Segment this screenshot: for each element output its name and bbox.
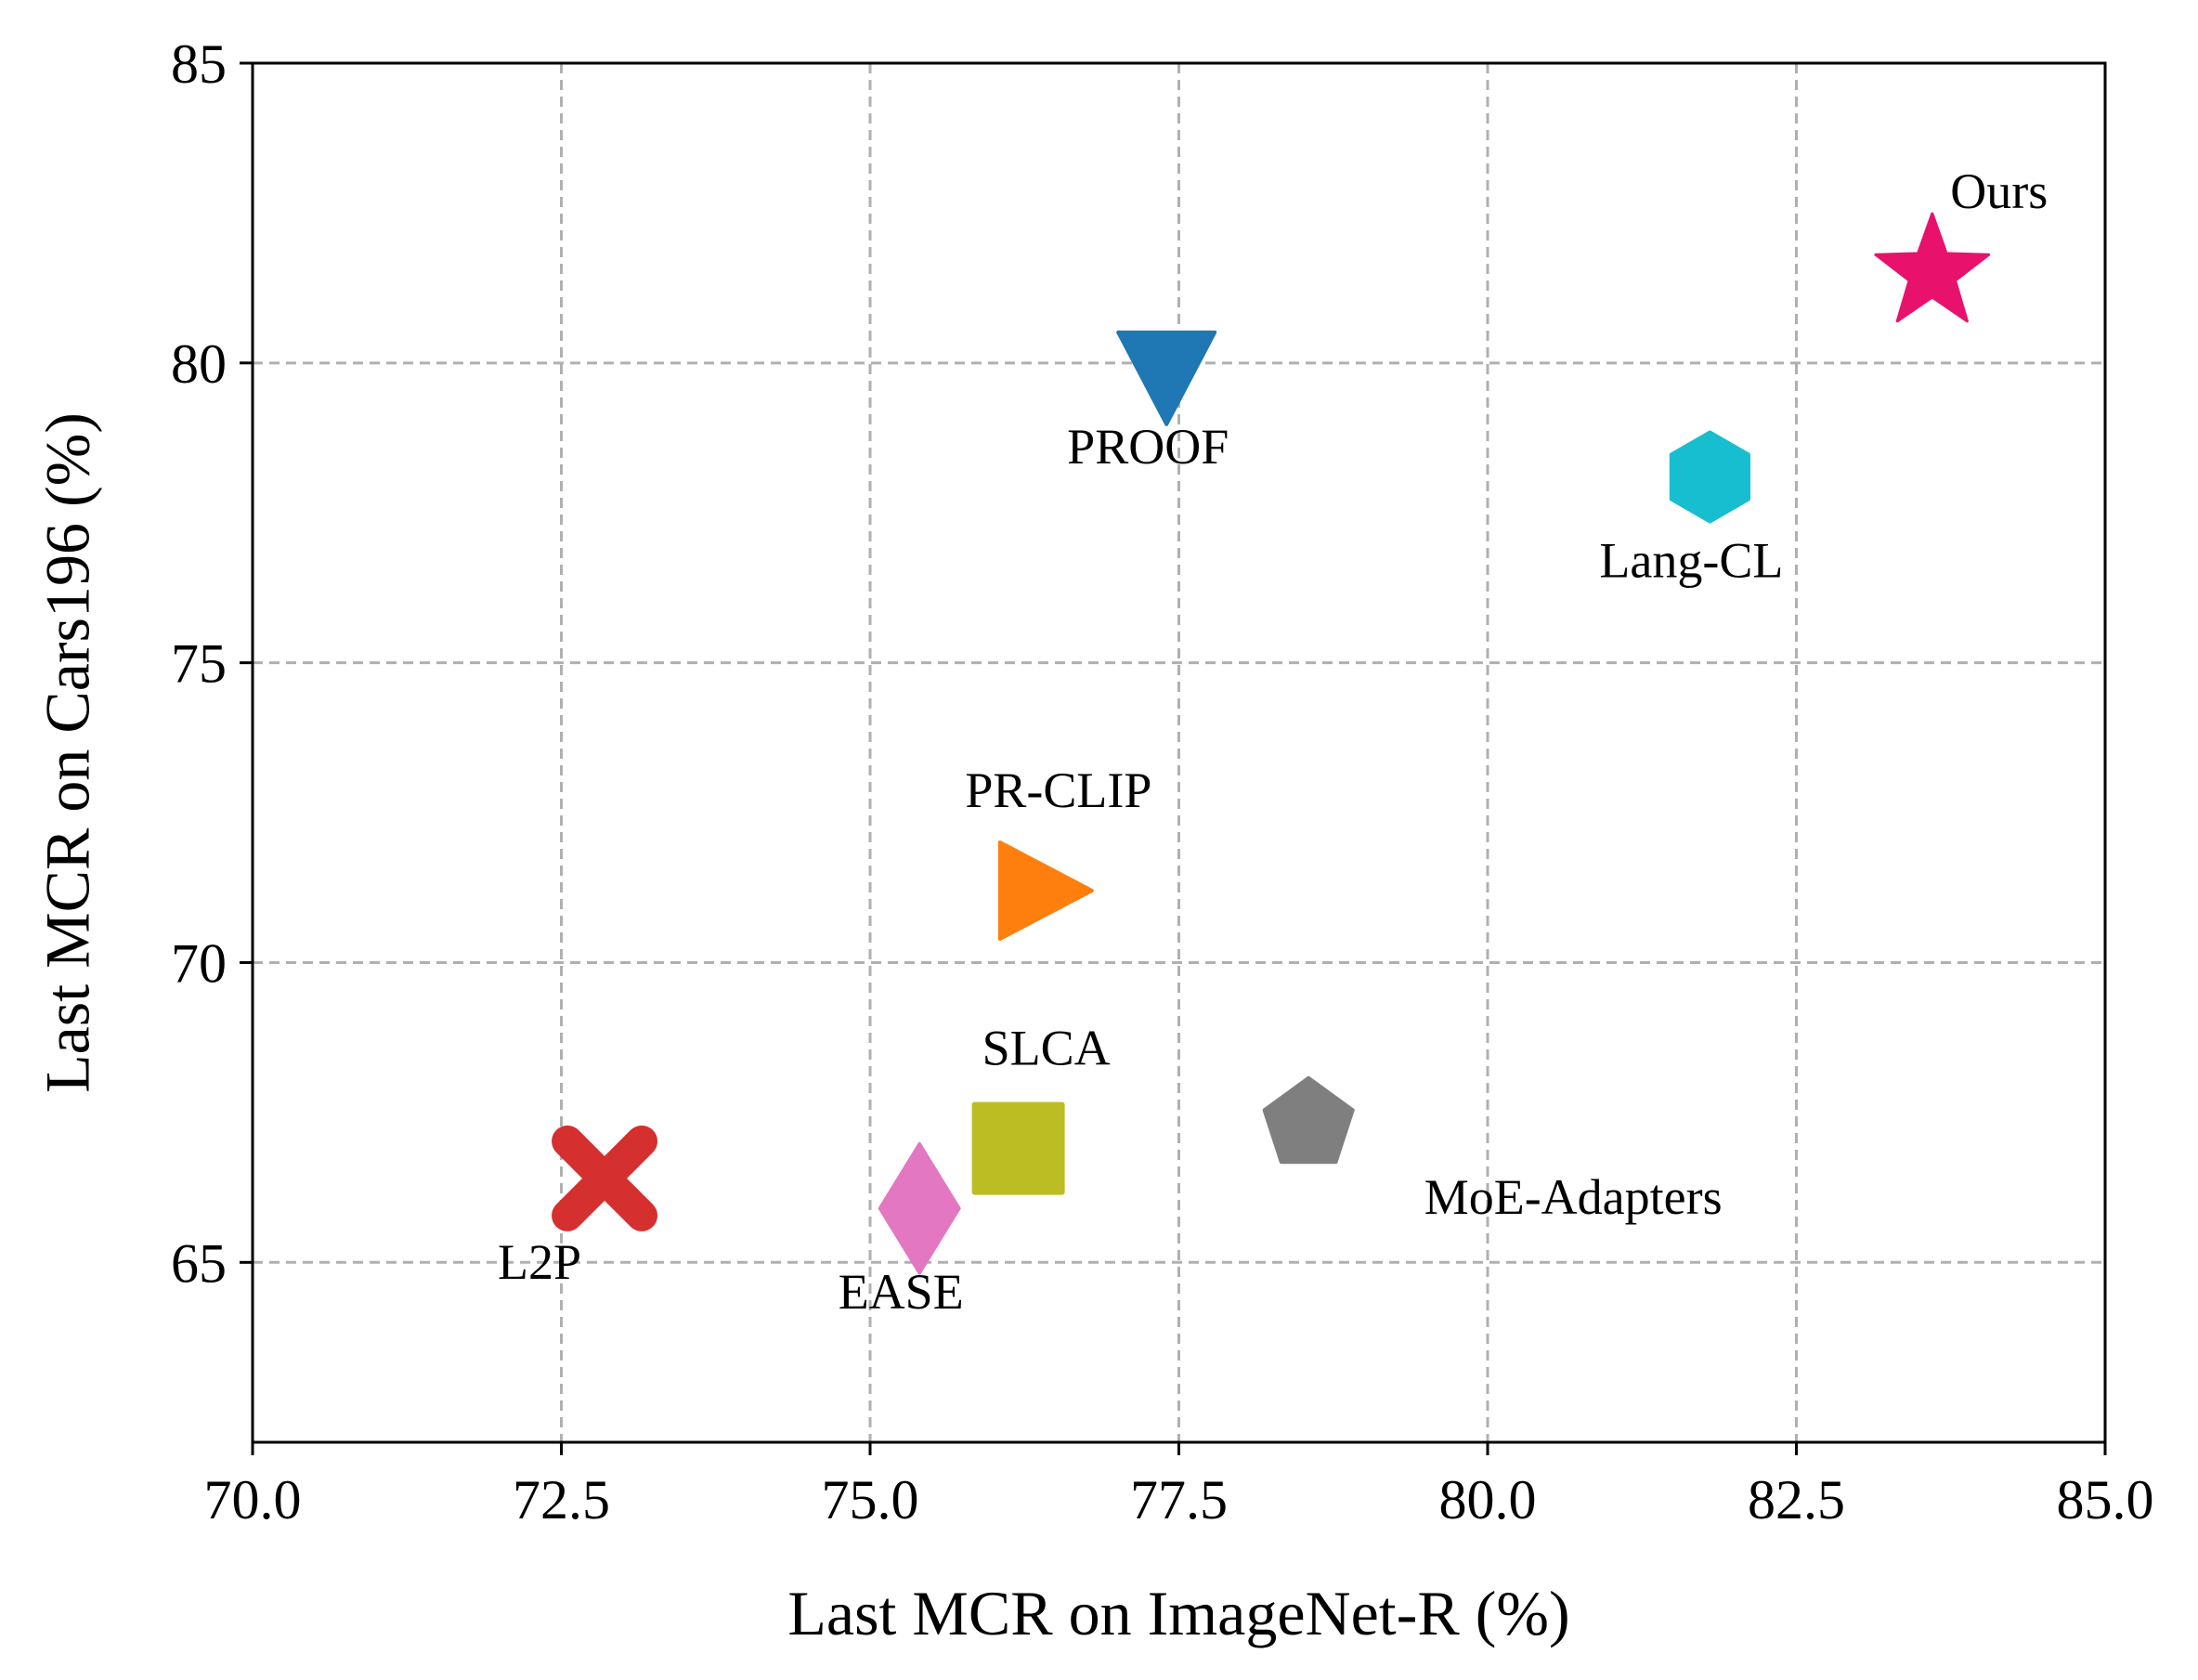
label-lang-cl: Lang-CL (1599, 533, 1783, 589)
label-slca: SLCA (982, 1021, 1111, 1076)
x-tick-label: 80.0 (1439, 1469, 1537, 1530)
point-l2p-stroke-b (552, 1125, 658, 1231)
point-ours (1874, 212, 1991, 323)
x-tick-label: 82.5 (1748, 1469, 1845, 1530)
point-moe-adapters (1262, 1075, 1355, 1165)
point-pr-clip (997, 840, 1094, 941)
y-tick-label: 80 (171, 333, 227, 395)
point-slca (971, 1101, 1065, 1195)
y-tick-label: 70 (171, 932, 227, 994)
y-axis-label: Last MCR on Cars196 (%) (33, 412, 103, 1093)
data-points (552, 212, 1991, 1275)
x-tick-label: 75.0 (822, 1469, 919, 1530)
y-tick-label: 75 (171, 633, 227, 695)
point-lang-cl (1669, 430, 1750, 524)
point-l2p (552, 1125, 658, 1231)
label-ease: EASE (839, 1264, 964, 1320)
axis-ticks: 70.0 72.5 75.0 77.5 80.0 82.5 85.0 65 70 75 80 85 (171, 33, 2154, 1530)
x-tick-label: 70.0 (204, 1469, 302, 1530)
x-tick-label: 72.5 (513, 1469, 610, 1530)
label-proof: PROOF (1067, 419, 1229, 475)
point-proof (1116, 330, 1217, 426)
label-l2p: L2P (498, 1234, 581, 1290)
label-ours: Ours (1950, 163, 2048, 219)
x-tick-label: 77.5 (1130, 1469, 1228, 1530)
x-axis-label: Last MCR on ImageNet-R (%) (787, 1578, 1569, 1648)
x-tick-label: 85.0 (2057, 1469, 2154, 1530)
label-moe-adapters: MoE-Adapters (1424, 1169, 1723, 1225)
point-ease (878, 1141, 961, 1275)
y-tick-label: 65 (171, 1232, 227, 1294)
label-pr-clip: PR-CLIP (965, 762, 1151, 818)
y-tick-label: 85 (171, 33, 227, 95)
point-labels: L2P EASE SLCA MoE-Adapters PR-CLIP PROOF Lang-… (498, 163, 2048, 1320)
